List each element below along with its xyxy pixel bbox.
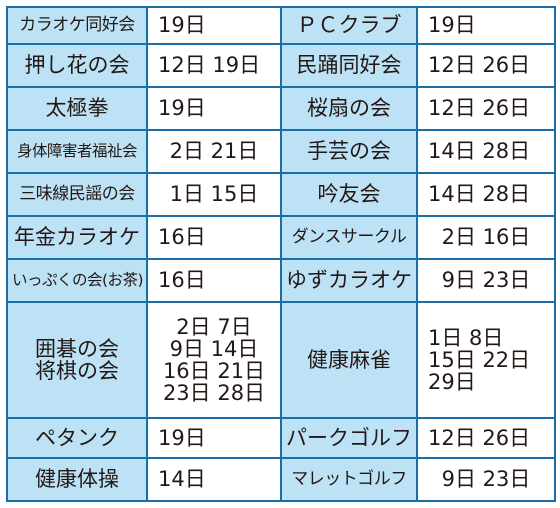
table-row: 囲碁の会 将棋の会 2日 7日 9日 14日 16日 21日 23日 28日 健… — [6, 301, 556, 419]
club-name: 民踊同好会 — [280, 43, 418, 88]
club-name-line: 囲碁の会 — [35, 336, 119, 361]
club-name: 吟友会 — [280, 172, 418, 217]
meeting-days: 16日 — [146, 215, 282, 260]
club-name: パークゴルフ — [280, 417, 418, 459]
table-row: 年金カラオケ 16日 ダンスサークル 2日 16日 — [6, 215, 556, 260]
meeting-days: 12日 26日 — [416, 417, 556, 459]
meeting-days: 1日 15日 — [146, 172, 282, 217]
meeting-days: 14日 28日 — [416, 172, 556, 217]
club-name: 囲碁の会 将棋の会 — [6, 301, 148, 419]
club-schedule-table: カラオケ同好会 19日 ＰＣクラブ 19日 押し花の会 12日 19日 民踊同好… — [6, 6, 556, 502]
club-name: 桜扇の会 — [280, 86, 418, 131]
table-row: 三味線民謡の会 1日 15日 吟友会 14日 28日 — [6, 172, 556, 217]
meeting-days: 9日 23日 — [416, 258, 556, 303]
meeting-days: 19日 — [146, 6, 282, 45]
meeting-days: 9日 23日 — [416, 457, 556, 502]
table-row: ペタンク 19日 パークゴルフ 12日 26日 — [6, 417, 556, 459]
meeting-days: 2日 16日 — [416, 215, 556, 260]
club-name: ペタンク — [6, 417, 148, 459]
meeting-days: 12日 19日 — [146, 43, 282, 88]
club-name: 太極拳 — [6, 86, 148, 131]
club-name: いっぷくの会(お茶) — [6, 258, 148, 303]
club-name: マレットゴルフ — [280, 457, 418, 502]
club-name: 手芸の会 — [280, 129, 418, 174]
club-name: ＰＣクラブ — [280, 6, 418, 45]
table-row: いっぷくの会(お茶) 16日 ゆずカラオケ 9日 23日 — [6, 258, 556, 303]
meeting-days: 1日 8日 15日 22日 29日 — [416, 301, 556, 419]
meeting-days-line: 9日 14日 — [169, 336, 259, 361]
table-row: 太極拳 19日 桜扇の会 12日 26日 — [6, 86, 556, 131]
club-name-line: 将棋の会 — [35, 359, 119, 383]
club-name: 身体障害者福祉会 — [6, 129, 148, 174]
table-row: カラオケ同好会 19日 ＰＣクラブ 19日 — [6, 6, 556, 45]
club-name: 押し花の会 — [6, 43, 148, 88]
meeting-days: 19日 — [146, 86, 282, 131]
meeting-days: 2日 7日 9日 14日 16日 21日 23日 28日 — [146, 301, 282, 419]
club-name: カラオケ同好会 — [6, 6, 148, 45]
meeting-days-line: 15日 22日 — [428, 347, 531, 372]
club-name: 三味線民謡の会 — [6, 172, 148, 217]
meeting-days-line: 2日 7日 — [176, 314, 252, 339]
meeting-days: 12日 26日 — [416, 86, 556, 131]
meeting-days-line: 16日 21日 — [162, 359, 266, 383]
meeting-days: 14日 — [146, 457, 282, 502]
table-row: 健康体操 14日 マレットゴルフ 9日 23日 — [6, 457, 556, 502]
table-row: 押し花の会 12日 19日 民踊同好会 12日 26日 — [6, 43, 556, 88]
club-name: 健康麻雀 — [280, 301, 418, 419]
meeting-days: 19日 — [146, 417, 282, 459]
meeting-days: 2日 21日 — [146, 129, 282, 174]
meeting-days: 14日 28日 — [416, 129, 556, 174]
meeting-days: 19日 — [416, 6, 556, 45]
club-name: ゆずカラオケ — [280, 258, 418, 303]
meeting-days-line: 29日 — [428, 370, 476, 395]
club-name: 年金カラオケ — [6, 215, 148, 260]
meeting-days-line: 1日 8日 — [428, 325, 504, 350]
meeting-days-line: 23日 28日 — [162, 381, 266, 406]
club-name: 健康体操 — [6, 457, 148, 502]
meeting-days: 12日 26日 — [416, 43, 556, 88]
meeting-days: 16日 — [146, 258, 282, 303]
table-row: 身体障害者福祉会 2日 21日 手芸の会 14日 28日 — [6, 129, 556, 174]
club-name: ダンスサークル — [280, 215, 418, 260]
